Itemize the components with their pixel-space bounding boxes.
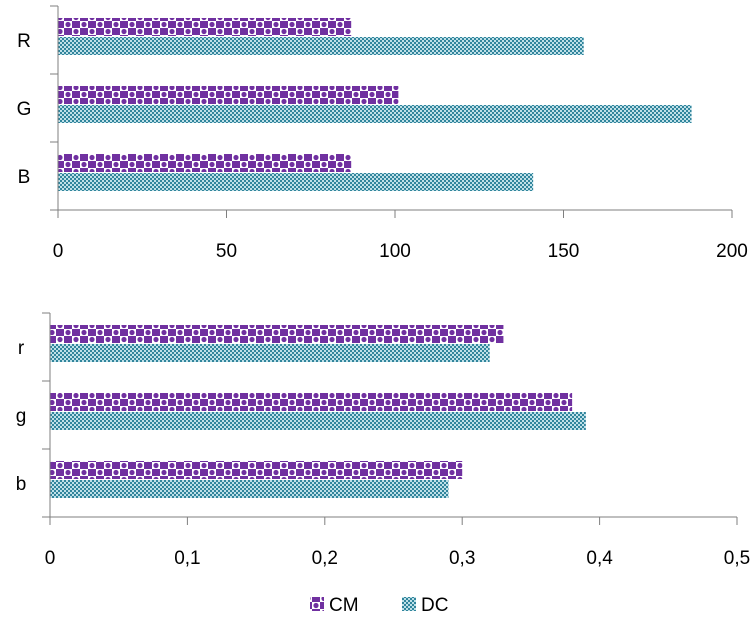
legend: CM DC: [310, 595, 448, 616]
bar-dc-B: [58, 173, 534, 191]
legend-swatch-cm: [310, 597, 324, 611]
category-label-B: B: [18, 167, 31, 188]
normalized-rgb-bar-chart: r g b 0 0,1 0,2 0,3 0,4 0,5: [16, 312, 750, 569]
bar-cm-r: [50, 325, 504, 343]
bar-cm-g: [50, 393, 573, 411]
bar-cm-R: [58, 18, 352, 36]
rgb-bar-chart: R G B 0 50 100 150 200: [17, 5, 748, 262]
x-tick-label: 0,2: [312, 548, 338, 569]
category-label-g: g: [16, 406, 27, 427]
bar-cm-B: [58, 154, 352, 172]
bar-dc-R: [58, 37, 584, 55]
x-tick-label: 200: [716, 241, 748, 262]
bar-dc-G: [58, 105, 692, 123]
bar-cm-G: [58, 86, 399, 104]
legend-label-dc: DC: [421, 595, 448, 616]
x-tick-label: 0,5: [724, 548, 750, 569]
category-label-r: r: [18, 338, 25, 359]
bar-dc-r: [50, 344, 490, 362]
x-tick-label: 100: [379, 241, 411, 262]
category-label-R: R: [17, 31, 31, 52]
category-label-G: G: [17, 99, 32, 120]
x-tick-label: 0,3: [449, 548, 475, 569]
x-tick-label: 0: [53, 241, 64, 262]
legend-swatch-dc: [402, 597, 416, 611]
x-tick-label: 150: [548, 241, 580, 262]
bar-dc-b: [50, 480, 449, 498]
x-tick-label: 0: [45, 548, 56, 569]
category-label-b: b: [16, 474, 27, 495]
x-tick-label: 50: [216, 241, 237, 262]
x-tick-label: 0,1: [174, 548, 200, 569]
bar-cm-b: [50, 461, 463, 479]
legend-label-cm: CM: [329, 595, 359, 616]
x-tick-label: 0,4: [586, 548, 613, 569]
bar-dc-g: [50, 412, 586, 430]
